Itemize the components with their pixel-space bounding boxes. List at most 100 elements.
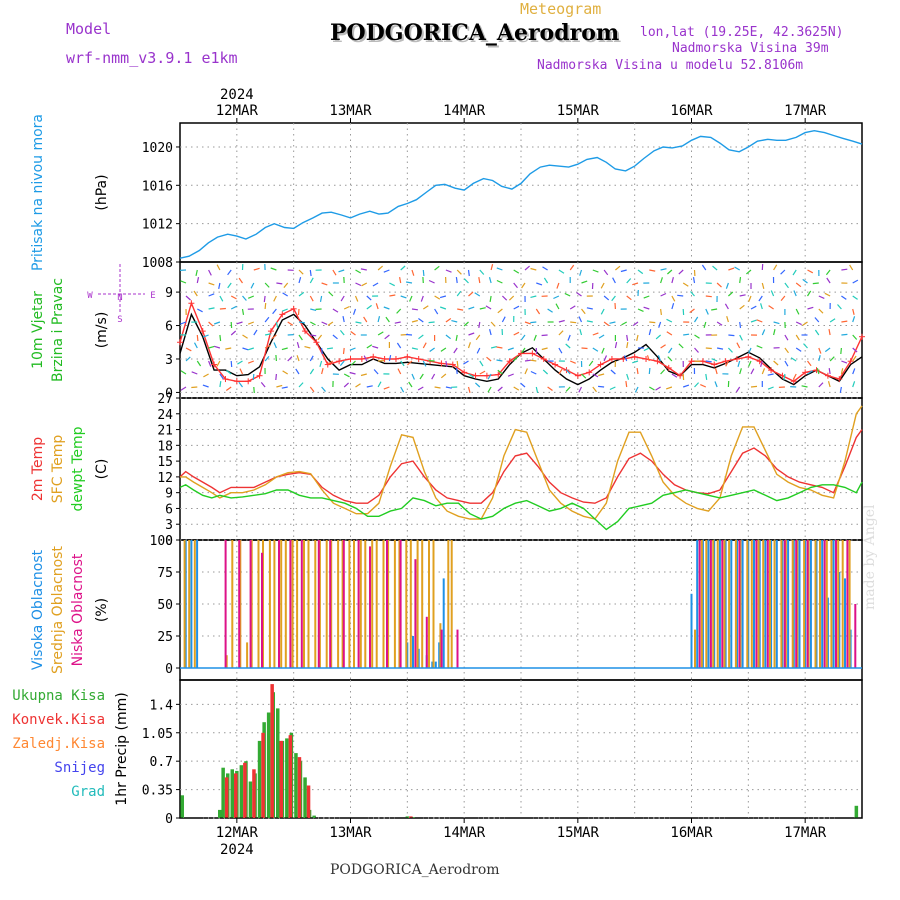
wind-ytick-label: 0 [165, 386, 173, 401]
wind-arrow [632, 321, 639, 327]
cloud-bar [399, 540, 402, 668]
wind-arrow [795, 282, 802, 288]
wind-arrow [431, 373, 436, 380]
wind-arrow [643, 347, 650, 352]
cloud-bar [425, 616, 428, 668]
cloud-bar [359, 540, 362, 668]
precip-bar [276, 708, 280, 818]
temperature-ytick-label: 27 [157, 392, 173, 407]
wind-arrow [760, 360, 763, 367]
cloud-bar [257, 540, 260, 668]
wind-arrow [468, 332, 475, 336]
wind-arrow [533, 334, 537, 341]
cloud-bar [318, 540, 321, 668]
wind-arrow [852, 334, 858, 340]
temperature-ylabel: SFC Temp [50, 435, 66, 504]
precip-bar [243, 762, 247, 818]
wind-arrow [230, 295, 237, 300]
wind-arrow [728, 267, 735, 271]
wind-arrow [792, 373, 797, 380]
wind-arrow [478, 276, 481, 284]
wind-arrow [208, 293, 215, 297]
temperature-series-1 [180, 405, 863, 520]
wind-arrow [400, 265, 406, 271]
precip-ytick-label: 0.35 [142, 784, 173, 799]
cloud-bar [854, 604, 857, 668]
wind-arrow [487, 373, 492, 380]
cloud-bar [804, 540, 807, 668]
cloud-bar [809, 540, 812, 668]
date-label-bottom: 12MAR [216, 825, 259, 841]
cloud-bar [826, 597, 829, 668]
wind-arrow [758, 295, 763, 302]
wind-arrow [489, 329, 492, 336]
wind-arrow [784, 282, 789, 289]
wind-arrow [579, 329, 583, 336]
cloud-ylabel: Niska Oblacnost [70, 553, 86, 666]
wind-arrow [463, 278, 469, 284]
wind-arrow [660, 344, 666, 349]
cloud-bar [393, 540, 396, 668]
wind-arrow [600, 308, 605, 315]
cloud-ylabel: Visoka Oblacnost [30, 549, 46, 670]
wind-arrow [253, 329, 258, 336]
wind-arrow [767, 373, 774, 376]
wind-arrow [705, 295, 712, 298]
wind-arrow [824, 292, 831, 297]
wind-arrow [216, 360, 221, 367]
cloud-bar [447, 540, 450, 668]
credit-label: made by Angel [862, 504, 878, 611]
precip-bar [234, 773, 238, 818]
wind-arrow [389, 294, 396, 297]
temperature-ylabel: (C) [94, 459, 110, 480]
wind-arrow [488, 277, 492, 284]
wind-arrow [790, 357, 797, 362]
cloud-bar [405, 540, 408, 668]
wind-arrow [295, 368, 300, 375]
wind-arrow [632, 360, 639, 364]
wind-arrow [795, 334, 800, 341]
cloud-bar [700, 540, 703, 668]
wind-arrow [418, 318, 424, 323]
precip-bar [252, 769, 256, 818]
wind-arrow [354, 295, 359, 302]
wind-arrow [309, 386, 315, 393]
wind-arrow [474, 382, 481, 388]
wind-arrow [660, 369, 666, 375]
wind-arrow [216, 264, 221, 271]
cloud-bar [369, 546, 371, 668]
wind-arrow [683, 333, 690, 336]
date-axis: 12MAR 12MAR 13MAR 13MAR 14MAR 14MAR 15MAR 15MAR… [216, 87, 827, 858]
wind-arrow [309, 355, 314, 362]
cloud-bar [342, 540, 345, 668]
precip-bar [288, 735, 293, 818]
wind-arrow [648, 367, 651, 375]
wind-arrow [467, 269, 470, 277]
wind-arrow [400, 295, 407, 299]
wind-arrow [321, 321, 328, 325]
cloud-bar [348, 540, 351, 668]
wind-arrow [737, 360, 741, 367]
wind-arrow [586, 320, 593, 323]
wind-arrow [581, 280, 588, 284]
wind-arrow [667, 269, 673, 275]
wind-arrow [411, 319, 418, 323]
wind-arrow [195, 269, 198, 277]
wind-arrow [814, 329, 820, 336]
wind-arrow [705, 347, 712, 350]
precip-bar [270, 684, 274, 818]
wind-arrow [366, 304, 372, 310]
wind-arrow [579, 269, 583, 276]
wind-arrow [298, 321, 305, 324]
temperature-ytick-label: 12 [157, 471, 173, 486]
wind-arrow [603, 295, 610, 301]
wind-arrow [407, 360, 413, 366]
wind-arrow [385, 316, 390, 323]
wind-arrow [417, 386, 424, 391]
wind-arrow [219, 334, 222, 342]
wind-arrow [795, 347, 802, 352]
cloud-bar [246, 642, 249, 668]
wind-arrow [193, 290, 198, 297]
cloud-bar [753, 540, 755, 668]
